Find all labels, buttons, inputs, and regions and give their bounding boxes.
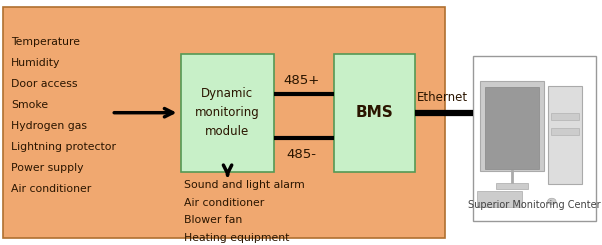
Text: 485-: 485- [286, 148, 316, 161]
Text: Lightning protector: Lightning protector [11, 142, 116, 152]
Bar [496, 183, 528, 189]
Text: Ethernet: Ethernet [417, 91, 468, 104]
Text: Heating equipment: Heating equipment [184, 233, 289, 243]
Text: Air conditioner: Air conditioner [11, 184, 91, 194]
Bar [473, 56, 596, 220]
Bar [485, 87, 539, 169]
Bar [3, 7, 445, 238]
Text: Humidity: Humidity [11, 58, 60, 68]
Text: Door access: Door access [11, 79, 77, 89]
Text: 485+: 485+ [283, 74, 319, 87]
Text: Power supply: Power supply [11, 163, 83, 173]
Text: Temperature: Temperature [11, 37, 80, 47]
Text: Smoke: Smoke [11, 100, 48, 110]
Text: Blower fan: Blower fan [184, 215, 242, 225]
Text: BMS: BMS [356, 105, 394, 120]
Bar [181, 54, 274, 172]
Bar [334, 54, 415, 172]
Bar [551, 128, 579, 135]
Text: Air conditioner: Air conditioner [184, 198, 264, 208]
Text: Hydrogen gas: Hydrogen gas [11, 121, 87, 131]
Bar [548, 86, 582, 184]
Bar [480, 81, 544, 171]
Text: Dynamic
monitoring
module: Dynamic monitoring module [195, 87, 259, 138]
Ellipse shape [548, 198, 556, 204]
Text: Sound and light alarm: Sound and light alarm [184, 180, 305, 190]
Text: Superior Monitoring Center: Superior Monitoring Center [468, 200, 601, 209]
Bar [477, 191, 523, 207]
Bar [551, 113, 579, 120]
